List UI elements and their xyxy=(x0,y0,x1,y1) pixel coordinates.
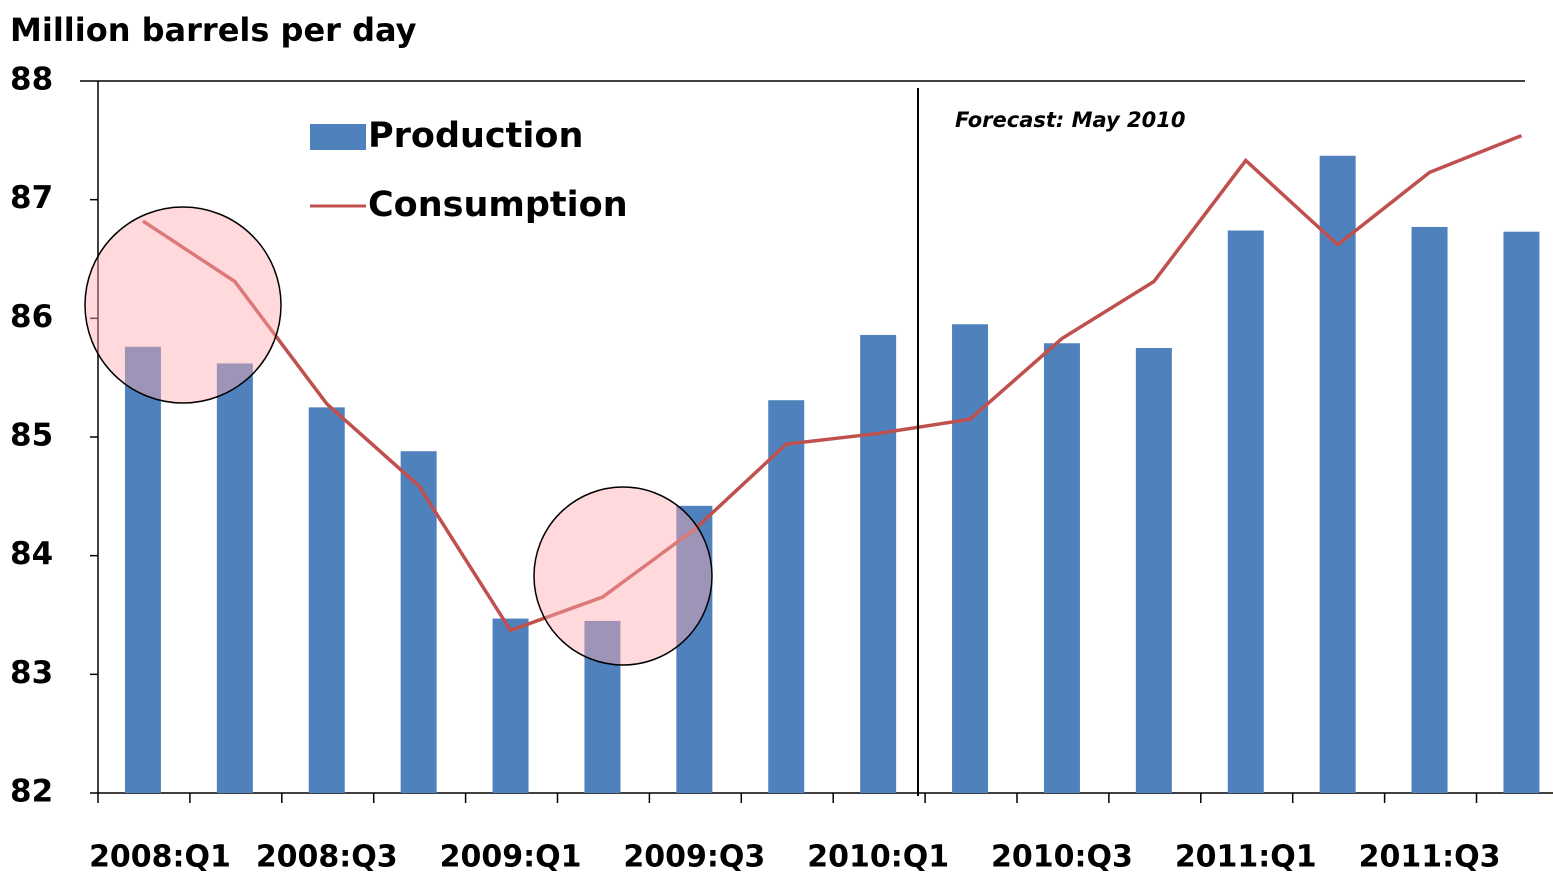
bar xyxy=(1227,230,1264,793)
bar xyxy=(1135,348,1172,793)
x-tick-label: 2010:Q1 xyxy=(807,840,949,875)
bar xyxy=(952,324,989,793)
x-tick-label: 2008:Q1 xyxy=(89,840,231,875)
bar xyxy=(860,334,897,793)
chart-title: Million barrels per day xyxy=(10,11,417,49)
bar xyxy=(308,407,345,793)
y-tick-label: 84 xyxy=(10,536,53,572)
bar xyxy=(492,618,529,793)
legend-label: Production xyxy=(368,116,583,156)
y-tick-label: 85 xyxy=(10,418,53,454)
annotation: Forecast: May 2010 xyxy=(955,108,1185,132)
bar xyxy=(768,400,805,793)
x-tick-label: 2010:Q3 xyxy=(991,840,1133,875)
highlight-circles xyxy=(84,206,713,666)
bar xyxy=(1411,226,1448,793)
legend-label: Consumption xyxy=(368,185,628,225)
x-tick-label: 2011:Q1 xyxy=(1175,840,1317,875)
x-tick-label: 2008:Q3 xyxy=(256,840,398,875)
x-tick-label: 2011:Q3 xyxy=(1359,840,1501,875)
bar xyxy=(584,620,621,793)
x-tick-label: 2009:Q1 xyxy=(440,840,582,875)
bar xyxy=(1043,343,1080,793)
bar xyxy=(400,451,437,793)
highlight-circle xyxy=(533,486,713,666)
plot-area: 82 83 84 85 86 87 88 2008:Q1 2008:Q3 2009:Q1 2009:… xyxy=(10,62,1553,875)
line-series xyxy=(141,133,1523,633)
bar xyxy=(1319,155,1356,793)
highlight-circle xyxy=(84,206,282,404)
y-tick-label: 86 xyxy=(10,299,53,335)
y-tick-label: 88 xyxy=(10,62,53,98)
bar xyxy=(1503,231,1540,793)
bar xyxy=(124,346,161,793)
y-tick-label: 83 xyxy=(10,655,53,691)
bar xyxy=(676,505,713,793)
x-tick-label: 2009:Q3 xyxy=(623,840,765,875)
y-tick-label: 87 xyxy=(10,180,53,216)
legend-swatch xyxy=(310,124,366,150)
bar xyxy=(216,363,253,793)
y-tick-label: 82 xyxy=(10,774,53,810)
